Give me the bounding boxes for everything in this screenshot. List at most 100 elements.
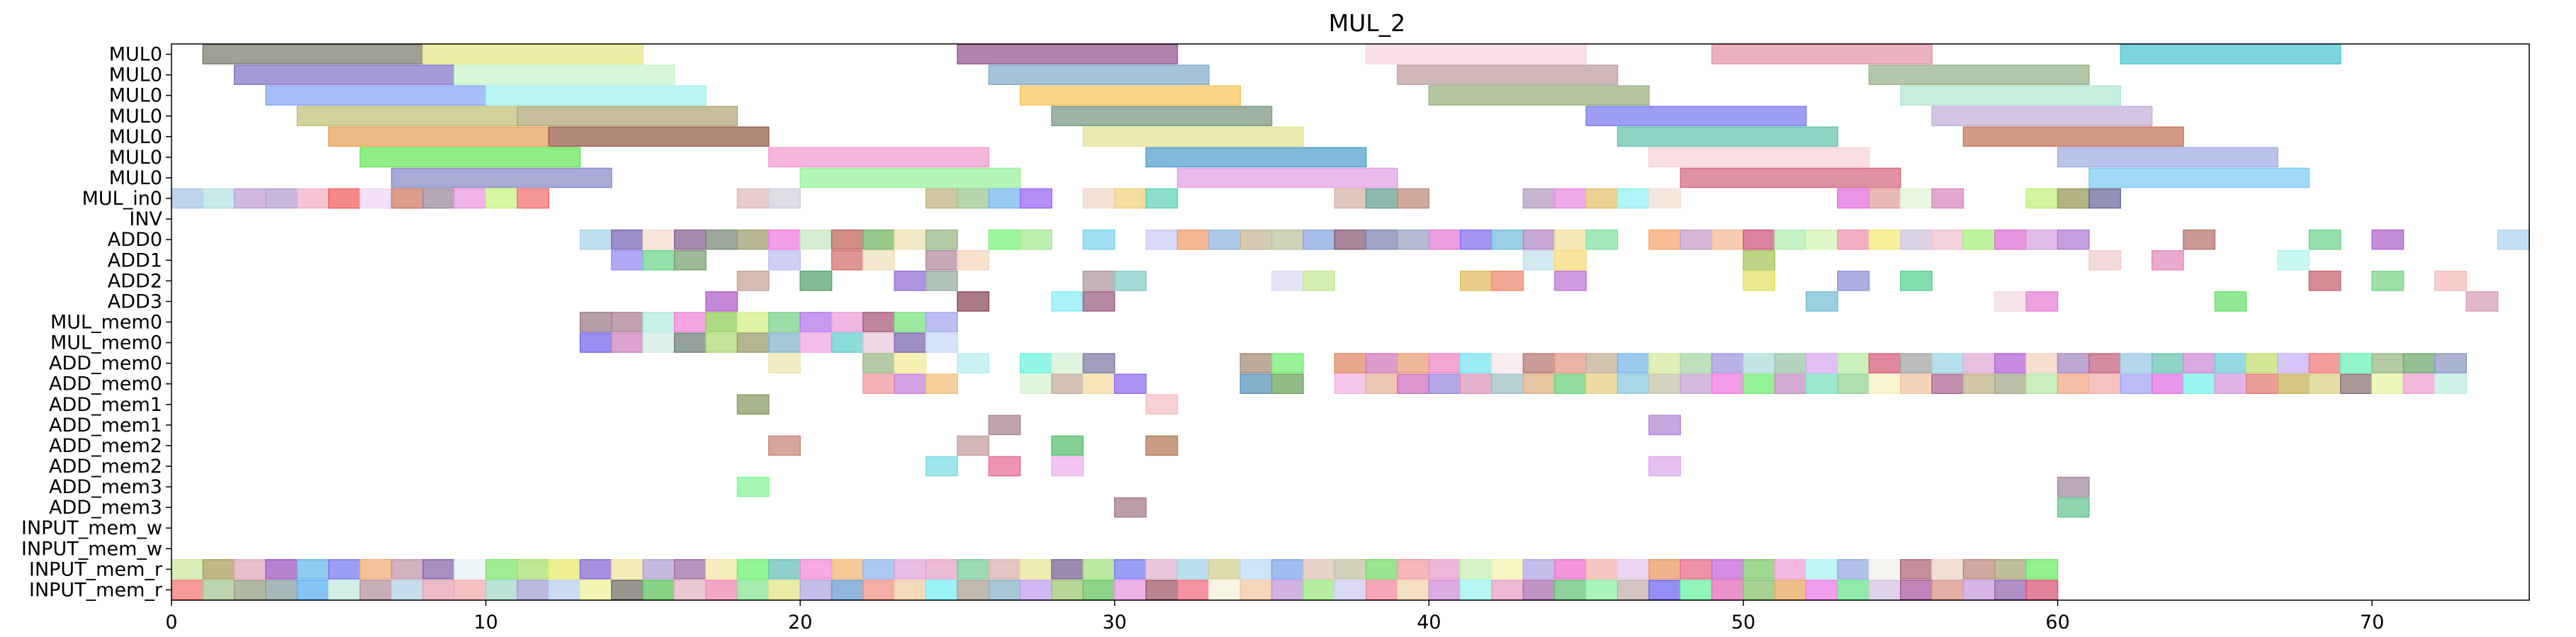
task-bar xyxy=(2025,291,2059,312)
task-bar xyxy=(233,559,266,580)
task-bar xyxy=(359,147,581,168)
task-bar xyxy=(171,188,204,209)
task-bar xyxy=(1303,580,1336,600)
task-bar xyxy=(1743,559,1776,580)
task-bar xyxy=(1648,415,1682,436)
task-bar xyxy=(1743,249,1776,271)
task-bar xyxy=(1397,353,1430,373)
task-bar xyxy=(1711,353,1744,373)
task-bar xyxy=(1460,373,1492,395)
task-bar xyxy=(1428,353,1461,373)
task-bar xyxy=(1900,85,2122,106)
task-bar xyxy=(894,559,927,580)
task-bar xyxy=(1271,271,1304,291)
task-bar xyxy=(862,373,896,395)
task-bar xyxy=(1114,271,1147,291)
task-bar xyxy=(1397,580,1430,600)
task-bar xyxy=(768,229,801,250)
task-bar xyxy=(548,580,581,600)
task-bar xyxy=(1774,580,1807,600)
task-bar xyxy=(1114,497,1147,518)
task-bar xyxy=(2434,373,2468,395)
task-bar xyxy=(2088,188,2122,209)
task-bar xyxy=(1994,229,2027,250)
task-bar xyxy=(1931,353,1964,373)
task-bar xyxy=(1082,188,1115,209)
task-bar xyxy=(1334,580,1367,600)
task-bar xyxy=(265,559,298,580)
task-bar xyxy=(1680,353,1713,373)
task-bar xyxy=(1900,373,1933,395)
task-bar xyxy=(1994,580,2027,600)
task-bar xyxy=(2246,353,2278,373)
task-bar xyxy=(1648,559,1682,580)
task-bar xyxy=(1616,559,1650,580)
x-tick-label: 20 xyxy=(788,611,812,633)
task-bar xyxy=(1428,229,1461,250)
task-bar xyxy=(925,188,958,209)
task-bar xyxy=(862,332,896,353)
task-bar xyxy=(422,559,455,580)
task-bar xyxy=(2308,271,2341,291)
task-bar xyxy=(831,332,864,353)
y-tick-label: ADD_mem2 xyxy=(49,456,162,478)
task-bar xyxy=(1680,580,1713,600)
y-tick-label: MUL_mem0 xyxy=(50,312,162,334)
task-bar xyxy=(1774,373,1807,395)
task-bar xyxy=(2371,373,2405,395)
task-bar xyxy=(1239,353,1273,373)
task-bar xyxy=(1868,64,2090,85)
task-bar xyxy=(2308,373,2341,395)
task-bar xyxy=(768,312,801,332)
task-bar xyxy=(1145,435,1179,456)
y-tick-label: MUL_in0 xyxy=(82,188,162,210)
task-bar xyxy=(296,559,330,580)
task-bar xyxy=(1585,559,1619,580)
task-bar xyxy=(1051,435,1084,456)
x-tick-label: 10 xyxy=(473,611,497,633)
task-bar xyxy=(925,312,958,332)
y-tick-label: ADD_mem0 xyxy=(49,353,162,375)
task-bar xyxy=(1271,373,1304,395)
task-bar xyxy=(2246,373,2278,395)
task-bar xyxy=(1648,373,1682,395)
task-bar xyxy=(1019,373,1052,395)
task-bar xyxy=(1491,353,1524,373)
task-bar xyxy=(894,353,927,373)
task-bar xyxy=(1428,559,1461,580)
task-bar xyxy=(705,580,738,600)
task-bar xyxy=(1522,580,1556,600)
task-bar xyxy=(2025,229,2059,250)
task-bar xyxy=(2402,373,2436,395)
task-bar xyxy=(1868,373,1901,395)
task-bar xyxy=(736,271,770,291)
task-bar xyxy=(2308,353,2341,373)
task-bar xyxy=(957,249,990,271)
task-bar xyxy=(611,229,644,250)
task-bar xyxy=(548,126,770,147)
task-bar xyxy=(1648,147,1870,168)
task-bar xyxy=(1711,580,1744,600)
y-tick-label: MUL0 xyxy=(109,167,162,189)
task-bar xyxy=(894,271,927,291)
task-bar xyxy=(2371,353,2405,373)
task-bar xyxy=(2057,188,2090,209)
task-bar xyxy=(1868,229,1901,250)
task-bar xyxy=(799,167,1021,188)
task-bar xyxy=(1208,580,1241,600)
task-bar xyxy=(1962,353,1996,373)
task-bar xyxy=(1491,229,1524,250)
task-bar xyxy=(1428,580,1461,600)
task-bar xyxy=(799,271,833,291)
task-bar xyxy=(1585,353,1619,373)
task-bar xyxy=(925,373,958,395)
task-bar xyxy=(202,188,235,209)
task-bar xyxy=(1271,580,1304,600)
task-bar xyxy=(1208,229,1241,250)
task-bar xyxy=(1334,353,1367,373)
task-bar xyxy=(1931,559,1964,580)
task-bar xyxy=(2340,353,2373,373)
y-tick-label: INPUT_mem_r xyxy=(29,558,163,580)
task-bar xyxy=(768,353,801,373)
